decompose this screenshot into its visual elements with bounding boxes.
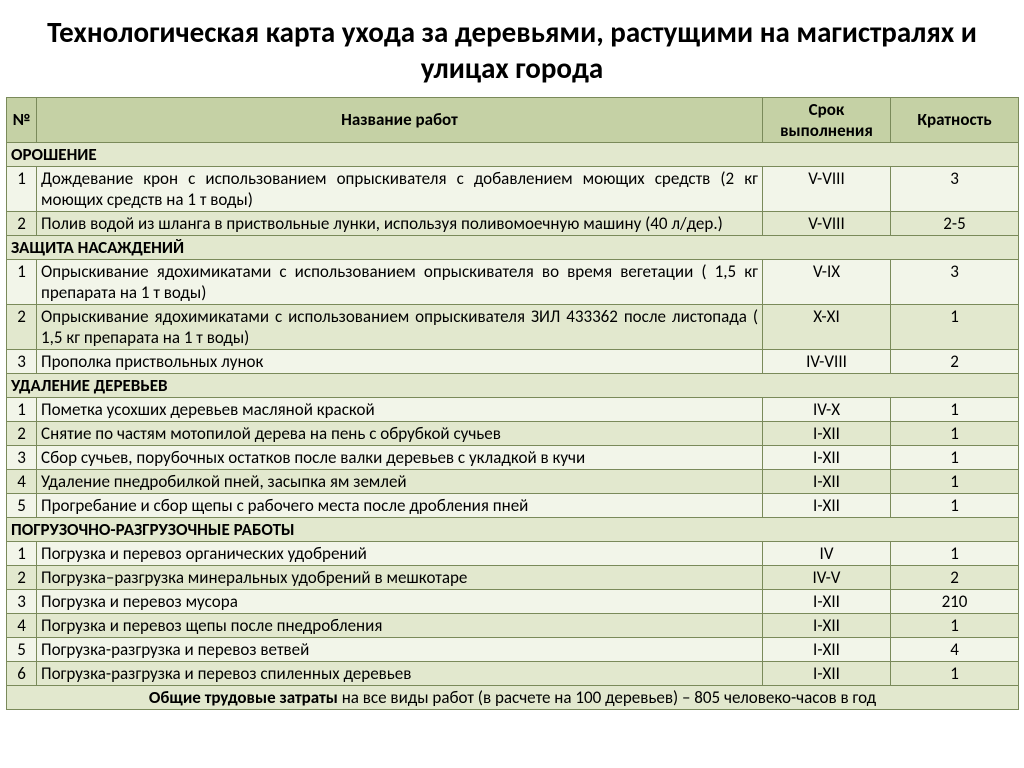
cell-work: Снятие по частям мотопилой дерева на пен… [37, 421, 763, 445]
cell-work: Полив водой из шланга в приствольные лун… [37, 211, 763, 235]
cell-work: Погрузка-разгрузка и перевоз спиленных д… [37, 661, 763, 685]
page-title: Технологическая карта ухода за деревьями… [0, 0, 1024, 97]
section-row: ОРОШЕНИЕ [7, 142, 1019, 166]
cell-num: 3 [7, 589, 37, 613]
section-row: ПОГРУЗОЧНО-РАЗГРУЗОЧНЫЕ РАБОТЫ [7, 517, 1019, 541]
cell-mult: 2 [891, 349, 1019, 373]
section-row: УДАЛЕНИЕ ДЕРЕВЬЕВ [7, 373, 1019, 397]
cell-mult: 1 [891, 469, 1019, 493]
cell-num: 5 [7, 493, 37, 517]
cell-term: V-IX [763, 259, 891, 304]
cell-mult: 3 [891, 259, 1019, 304]
cell-term: IV [763, 541, 891, 565]
table-row: 2Опрыскивание ядохимикатами с использова… [7, 304, 1019, 349]
cell-term: IV-X [763, 397, 891, 421]
cell-num: 4 [7, 469, 37, 493]
cell-mult: 1 [891, 613, 1019, 637]
table-row: 1Опрыскивание ядохимикатами с использова… [7, 259, 1019, 304]
cell-term: V-VIII [763, 211, 891, 235]
footer-cell: Общие трудовые затраты на все виды работ… [7, 685, 1019, 709]
table-row: 2Погрузка–разгрузка минеральных удобрени… [7, 565, 1019, 589]
cell-num: 1 [7, 259, 37, 304]
cell-work: Погрузка и перевоз щепы после пнедроблен… [37, 613, 763, 637]
cell-term: I-XII [763, 493, 891, 517]
cell-mult: 210 [891, 589, 1019, 613]
cell-term: I-XII [763, 421, 891, 445]
cell-num: 3 [7, 445, 37, 469]
cell-num: 2 [7, 304, 37, 349]
table-row: 3Прополка приствольных лунокIV-VIII2 [7, 349, 1019, 373]
table-row: 5Погрузка-разгрузка и перевоз ветвейI-XI… [7, 637, 1019, 661]
cell-work: Погрузка и перевоз мусора [37, 589, 763, 613]
col-num: № [7, 97, 37, 142]
section-row: ЗАЩИТА НАСАЖДЕНИЙ [7, 235, 1019, 259]
col-work: Название работ [37, 97, 763, 142]
cell-term: I-XII [763, 589, 891, 613]
cell-work: Опрыскивание ядохимикатами с использован… [37, 304, 763, 349]
cell-num: 2 [7, 565, 37, 589]
table-row: 2Полив водой из шланга в приствольные лу… [7, 211, 1019, 235]
table-row: 3Сбор сучьев, порубочных остатков после … [7, 445, 1019, 469]
cell-mult: 2-5 [891, 211, 1019, 235]
section-title: УДАЛЕНИЕ ДЕРЕВЬЕВ [7, 373, 1019, 397]
table-row: 4Удаление пнедробилкой пней, засыпка ям … [7, 469, 1019, 493]
cell-mult: 1 [891, 541, 1019, 565]
cell-mult: 1 [891, 397, 1019, 421]
cell-term: IV-V [763, 565, 891, 589]
cell-term: I-XII [763, 637, 891, 661]
cell-term: I-XII [763, 469, 891, 493]
section-title: ПОГРУЗОЧНО-РАЗГРУЗОЧНЫЕ РАБОТЫ [7, 517, 1019, 541]
section-title: ЗАЩИТА НАСАЖДЕНИЙ [7, 235, 1019, 259]
cell-num: 2 [7, 421, 37, 445]
table-row: 2Снятие по частям мотопилой дерева на пе… [7, 421, 1019, 445]
table-row: 1Дождевание крон с использованием опрыск… [7, 166, 1019, 211]
cell-num: 5 [7, 637, 37, 661]
cell-work: Погрузка–разгрузка минеральных удобрений… [37, 565, 763, 589]
cell-term: I-XII [763, 613, 891, 637]
table-row: 3Погрузка и перевоз мусораI-XII210 [7, 589, 1019, 613]
cell-work: Погрузка-разгрузка и перевоз ветвей [37, 637, 763, 661]
cell-work: Удаление пнедробилкой пней, засыпка ям з… [37, 469, 763, 493]
cell-mult: 4 [891, 637, 1019, 661]
cell-mult: 1 [891, 304, 1019, 349]
cell-mult: 3 [891, 166, 1019, 211]
cell-work: Дождевание крон с использованием опрыски… [37, 166, 763, 211]
cell-num: 1 [7, 166, 37, 211]
cell-term: IV-VIII [763, 349, 891, 373]
cell-mult: 1 [891, 421, 1019, 445]
cell-num: 2 [7, 211, 37, 235]
cell-term: I-XII [763, 661, 891, 685]
cell-term: V-VIII [763, 166, 891, 211]
cell-mult: 1 [891, 445, 1019, 469]
cell-mult: 1 [891, 661, 1019, 685]
cell-work: Прополка приствольных лунок [37, 349, 763, 373]
cell-work: Погрузка и перевоз органических удобрени… [37, 541, 763, 565]
cell-term: X-XI [763, 304, 891, 349]
cell-work: Сбор сучьев, порубочных остатков после в… [37, 445, 763, 469]
tech-card-table: № Название работ Срок выполнения Кратнос… [6, 97, 1019, 710]
cell-num: 3 [7, 349, 37, 373]
table-row: 6Погрузка-разгрузка и перевоз спиленных … [7, 661, 1019, 685]
cell-term: I-XII [763, 445, 891, 469]
footer-row: Общие трудовые затраты на все виды работ… [7, 685, 1019, 709]
cell-num: 4 [7, 613, 37, 637]
cell-work: Пометка усохших деревьев масляной краско… [37, 397, 763, 421]
section-title: ОРОШЕНИЕ [7, 142, 1019, 166]
cell-num: 1 [7, 397, 37, 421]
col-mult: Кратность [891, 97, 1019, 142]
table-row: 1Пометка усохших деревьев масляной краск… [7, 397, 1019, 421]
table-row: 1Погрузка и перевоз органических удобрен… [7, 541, 1019, 565]
cell-num: 6 [7, 661, 37, 685]
table-row: 4Погрузка и перевоз щепы после пнедробле… [7, 613, 1019, 637]
table-row: 5Прогребание и сбор щепы с рабочего мест… [7, 493, 1019, 517]
cell-num: 1 [7, 541, 37, 565]
cell-work: Опрыскивание ядохимикатами с использован… [37, 259, 763, 304]
cell-mult: 1 [891, 493, 1019, 517]
col-term: Срок выполнения [763, 97, 891, 142]
cell-mult: 2 [891, 565, 1019, 589]
header-row: № Название работ Срок выполнения Кратнос… [7, 97, 1019, 142]
cell-work: Прогребание и сбор щепы с рабочего места… [37, 493, 763, 517]
